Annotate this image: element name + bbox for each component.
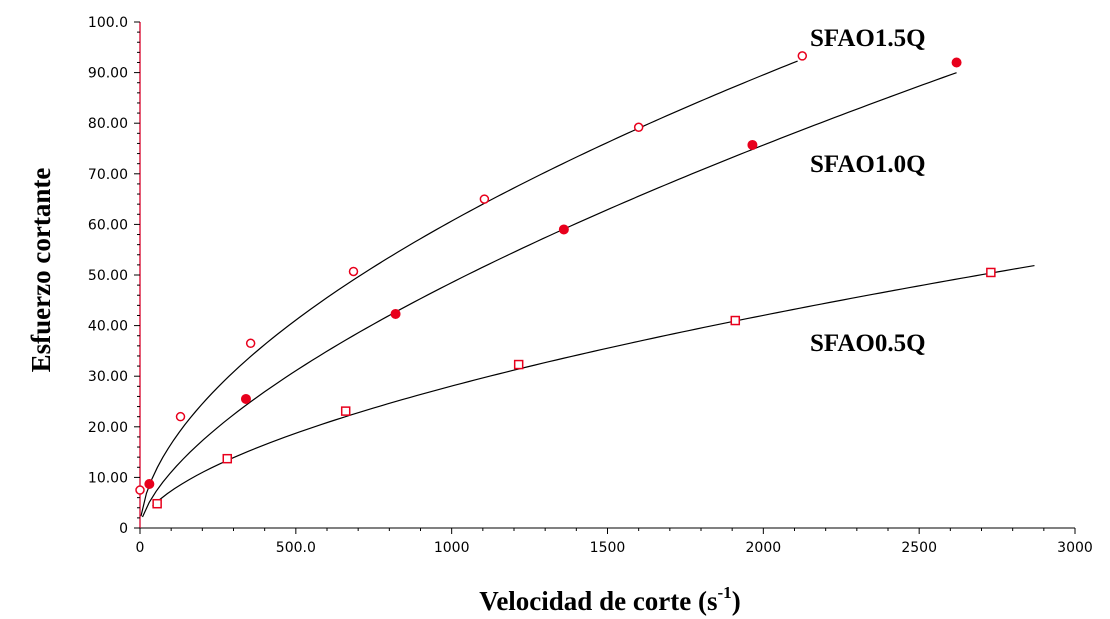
data-point-square bbox=[152, 498, 162, 509]
data-point-filled-circle bbox=[390, 308, 401, 319]
data-point-square bbox=[513, 359, 524, 370]
y-tick-label: 30.00 bbox=[88, 369, 128, 385]
series-label-sfao1-5q: SFAO1.5Q bbox=[810, 25, 926, 52]
data-point-square bbox=[222, 453, 233, 464]
x-tick-label: 1000 bbox=[434, 540, 470, 556]
x-tick-label: 0 bbox=[136, 540, 145, 556]
y-tick-label: 90.00 bbox=[88, 66, 128, 82]
x-tick-label: 3000 bbox=[1057, 540, 1093, 556]
x-axis-title: Velocidad de corte (s-1) bbox=[479, 583, 740, 616]
axes: 0 500.0 1000 1500 2000 2500 3000 0 10.00 20.00 30.… bbox=[88, 15, 1093, 556]
fit-curves bbox=[140, 60, 1035, 518]
series-label-sfao0-5q: SFAO0.5Q bbox=[810, 330, 926, 357]
y-tick-label: 80.00 bbox=[88, 116, 128, 132]
y-tick-label: 100.0 bbox=[88, 15, 128, 31]
data-point-open-circle bbox=[245, 338, 256, 349]
data-point-open-circle bbox=[633, 122, 644, 132]
data-point-open-circle bbox=[348, 266, 359, 277]
data-point-open-circle bbox=[479, 194, 490, 204]
y-tick-label: 10.00 bbox=[88, 470, 128, 486]
x-tick-label: 1500 bbox=[590, 540, 626, 556]
fit-curve-series-2 bbox=[152, 264, 1035, 507]
data-point-open-circle bbox=[135, 485, 145, 495]
data-point-filled-circle bbox=[240, 393, 251, 404]
y-tick-label: 40.00 bbox=[88, 319, 128, 335]
data-point-square bbox=[340, 406, 351, 416]
data-point-open-circle bbox=[797, 51, 808, 61]
x-tick-label: 2000 bbox=[746, 540, 782, 556]
y-axis-title: Esfuerzo cortante bbox=[26, 168, 56, 373]
x-axis-title-main: Velocidad de corte (s bbox=[479, 586, 717, 616]
data-point-filled-circle bbox=[144, 478, 155, 489]
x-axis-title-exponent: -1 bbox=[718, 583, 732, 602]
data-point-filled-circle bbox=[747, 139, 758, 150]
x-tick-label: 500.0 bbox=[276, 540, 316, 556]
y-tick-label: 0 bbox=[119, 521, 128, 537]
fit-curve-series-1 bbox=[141, 72, 957, 518]
y-tick-label: 20.00 bbox=[88, 420, 128, 436]
data-point-open-circle bbox=[175, 411, 186, 422]
y-tick-label: 70.00 bbox=[88, 167, 128, 183]
x-axis-title-close: ) bbox=[732, 586, 741, 616]
data-point-filled-circle bbox=[951, 57, 962, 68]
data-point-square bbox=[730, 315, 741, 326]
y-tick-label: 50.00 bbox=[88, 268, 128, 284]
data-markers bbox=[135, 51, 996, 509]
data-point-square bbox=[986, 267, 996, 278]
series-label-sfao1-0q: SFAO1.0Q bbox=[810, 151, 926, 178]
x-tick-label: 2500 bbox=[901, 540, 937, 556]
fit-curve-series-0 bbox=[140, 60, 798, 517]
data-point-filled-circle bbox=[558, 224, 569, 235]
y-tick-label: 60.00 bbox=[88, 217, 128, 233]
